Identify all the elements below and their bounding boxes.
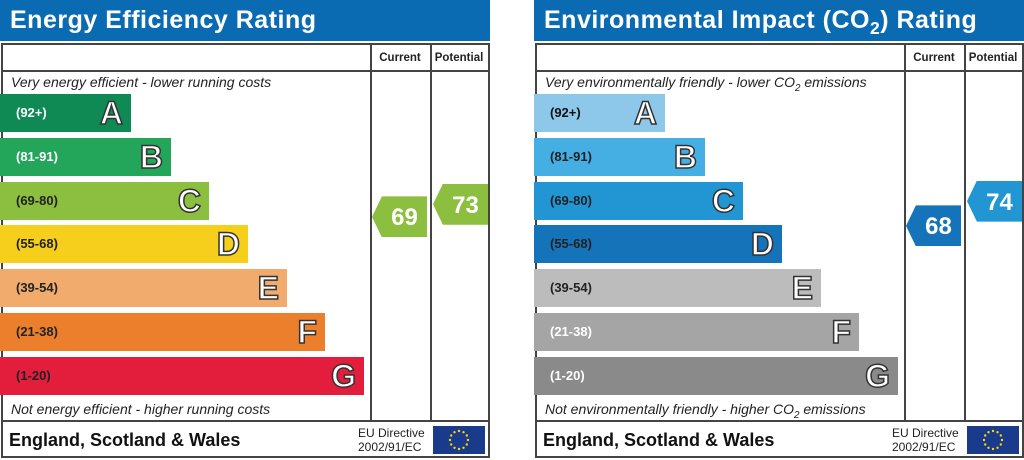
energy-efficiency-chart: Energy Efficiency Rating Current Potenti… bbox=[0, 0, 490, 460]
current-rating-arrow: 68 bbox=[906, 205, 961, 247]
current-column-header: Current bbox=[370, 45, 430, 72]
eu-directive: EU Directive 2002/91/EC bbox=[358, 426, 425, 454]
band-range: (21-38) bbox=[550, 324, 592, 339]
band-letter: F bbox=[297, 313, 318, 351]
band-range: (69-80) bbox=[550, 192, 592, 208]
band-letter: C bbox=[711, 182, 736, 220]
environmental-impact-chart: Environmental Impact (CO2) Rating Curren… bbox=[534, 0, 1024, 460]
eu-flag-icon bbox=[967, 426, 1019, 454]
band-d: (55-68) D bbox=[0, 225, 248, 264]
band-range: (39-54) bbox=[16, 280, 58, 296]
band-b: (81-91) B bbox=[534, 137, 705, 176]
band-letter: A bbox=[99, 94, 124, 132]
band-a: (92+) A bbox=[0, 94, 131, 132]
top-caption: Very environmentally friendly - lower CO… bbox=[545, 74, 867, 94]
region-label: England, Scotland & Wales bbox=[543, 430, 775, 450]
band-range: (1-20) bbox=[16, 367, 51, 383]
band-range: (39-54) bbox=[550, 280, 592, 296]
potential-rating-arrow: 74 bbox=[967, 180, 1022, 222]
band-letter: E bbox=[257, 269, 280, 307]
potential-column-header: Potential bbox=[964, 45, 1022, 72]
band-letter: G bbox=[864, 357, 890, 395]
band-g: (1-20) G bbox=[534, 356, 898, 395]
band-letter: G bbox=[330, 357, 356, 395]
band-letter: F bbox=[831, 313, 852, 351]
current-column-header: Current bbox=[904, 45, 964, 72]
band-range: (81-91) bbox=[550, 148, 592, 164]
band-g: (1-20) G bbox=[0, 356, 364, 395]
band-letter: C bbox=[177, 182, 202, 220]
band-range: (92+) bbox=[550, 105, 581, 120]
band-c: (69-80) C bbox=[534, 181, 743, 220]
bottom-caption: Not energy efficient - higher running co… bbox=[11, 401, 271, 417]
band-letter: B bbox=[673, 138, 698, 176]
band-range: (55-68) bbox=[16, 236, 58, 252]
band-e: (39-54) E bbox=[534, 269, 821, 308]
band-e: (39-54) E bbox=[0, 269, 287, 308]
band-letter: A bbox=[633, 94, 658, 132]
eu-flag-icon bbox=[433, 426, 485, 454]
band-letter: D bbox=[216, 226, 241, 264]
band-b: (81-91) B bbox=[0, 137, 171, 176]
potential-column-header: Potential bbox=[430, 45, 488, 72]
band-range: (92+) bbox=[16, 105, 47, 120]
band-c: (69-80) C bbox=[0, 181, 209, 220]
top-caption: Very energy efficient - lower running co… bbox=[11, 74, 272, 90]
band-letter: B bbox=[139, 138, 164, 176]
band-range: (21-38) bbox=[16, 324, 58, 339]
band-range: (69-80) bbox=[16, 192, 58, 208]
band-range: (81-91) bbox=[16, 148, 58, 164]
band-f: (21-38) F bbox=[0, 313, 325, 351]
region-label: England, Scotland & Wales bbox=[9, 430, 241, 450]
potential-rating-arrow: 73 bbox=[433, 183, 488, 225]
band-letter: E bbox=[791, 269, 814, 307]
chart-title: Environmental Impact (CO2) Rating bbox=[534, 0, 1024, 41]
chart-frame: Current Potential Very energy efficient … bbox=[1, 43, 490, 458]
band-range: (1-20) bbox=[550, 367, 585, 383]
chart-title: Energy Efficiency Rating bbox=[0, 0, 490, 41]
current-rating-arrow: 69 bbox=[372, 196, 427, 238]
band-range: (55-68) bbox=[550, 236, 592, 252]
band-f: (21-38) F bbox=[534, 313, 859, 351]
band-letter: D bbox=[750, 226, 775, 264]
chart-frame: Current Potential Very environmentally f… bbox=[535, 43, 1024, 458]
band-d: (55-68) D bbox=[534, 225, 782, 264]
bottom-caption: Not environmentally friendly - higher CO… bbox=[545, 401, 866, 421]
eu-directive: EU Directive 2002/91/EC bbox=[892, 426, 959, 454]
footer: England, Scotland & Wales EU Directive 20… bbox=[3, 420, 488, 456]
footer: England, Scotland & Wales EU Directive 20… bbox=[537, 420, 1022, 456]
band-a: (92+) A bbox=[534, 94, 665, 132]
